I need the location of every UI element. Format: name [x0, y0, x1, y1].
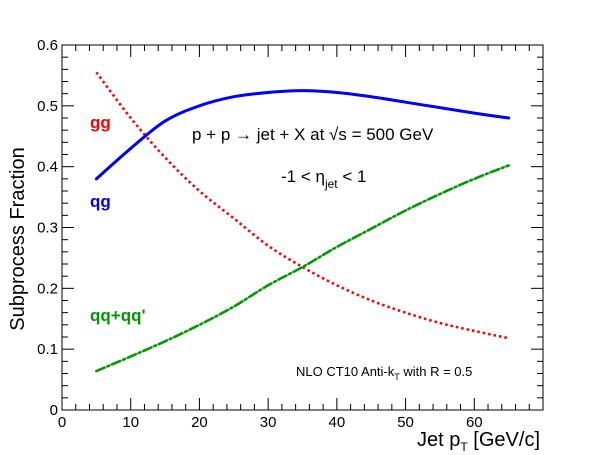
x-tick-label: 10: [122, 414, 139, 431]
y-tick-label: 0.1: [37, 341, 58, 358]
x-tick-label: 40: [329, 414, 346, 431]
y-tick-label: 0.3: [37, 220, 58, 237]
series-line-qg: [94, 89, 511, 181]
y-tick-label: 0.6: [37, 37, 58, 54]
x-axis-label: Jet pT [GeV/c]: [417, 429, 540, 454]
x-tick-label: 30: [260, 414, 277, 431]
series-line-gg: [95, 71, 509, 340]
series-lines: [94, 71, 511, 373]
nlo-annotation: NLO CT10 Anti-kT with R = 0.5: [296, 364, 472, 382]
y-axis-label: Subprocess Fraction: [7, 147, 29, 330]
y-tick-label: 0.4: [37, 159, 58, 176]
y-tick-label: 0.5: [37, 98, 58, 115]
series-label-qg: qg: [90, 192, 111, 211]
axis-ticks: 0 10 20 30 40 50 60 0 0.1 0.2 0.3 0.4 0.5 0.6: [37, 37, 544, 431]
x-tick-label: 0: [58, 414, 66, 431]
x-tick-label: 50: [397, 414, 414, 431]
eta-annotation: -1 < ηjet < 1: [281, 167, 366, 191]
series-label-qq: qq+qq': [90, 306, 146, 325]
series-label-gg: gg: [90, 113, 111, 132]
y-tick-label: 0.2: [37, 280, 58, 297]
y-tick-label: 0: [50, 402, 58, 419]
series-line-qq-qq: [95, 164, 510, 373]
reaction-annotation: p + p → jet + X at √s = 500 GeV: [192, 125, 434, 144]
x-tick-label: 20: [191, 414, 208, 431]
x-tick-label: 60: [466, 414, 483, 431]
